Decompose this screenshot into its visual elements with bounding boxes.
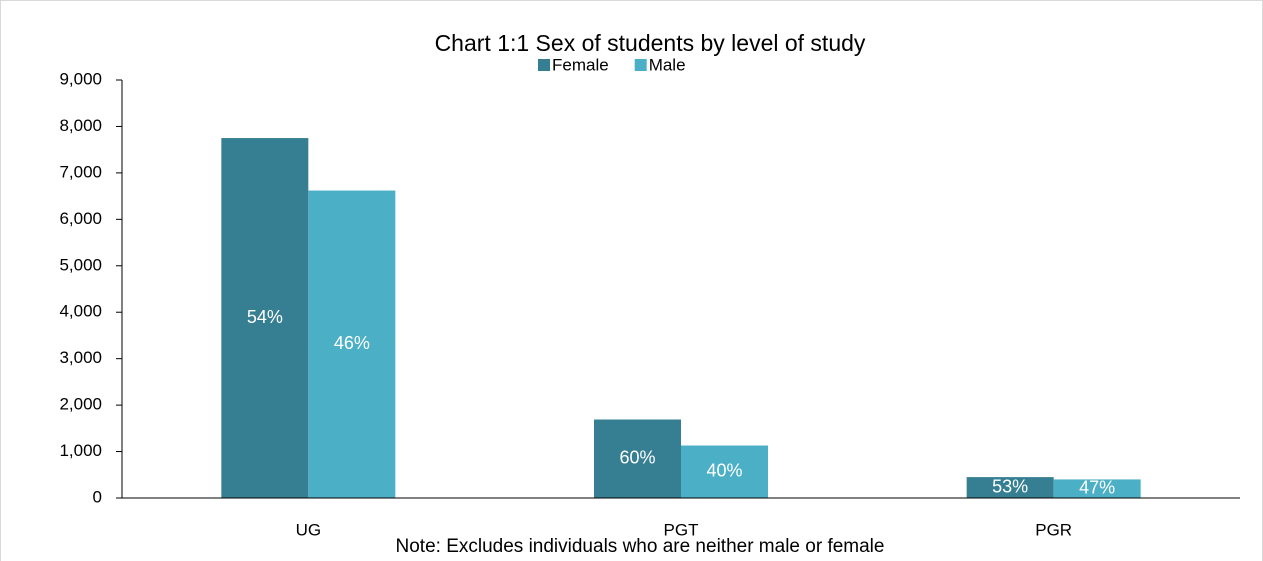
chart-title: Chart 1:1 Sex of students by level of st… — [435, 30, 866, 56]
y-tick-label: 3,000 — [59, 348, 102, 367]
legend-label: Female — [552, 55, 609, 74]
bar — [308, 190, 396, 498]
y-tick-label: 5,000 — [59, 255, 102, 274]
y-tick-label: 4,000 — [59, 302, 102, 321]
y-tick-label: 0 — [93, 487, 102, 506]
data-label: 40% — [706, 461, 742, 481]
y-tick-label: 1,000 — [59, 441, 102, 460]
data-label: 53% — [992, 476, 1028, 496]
y-tick-label: 9,000 — [59, 69, 102, 88]
bar — [221, 138, 309, 499]
x-tick-label: PGR — [1035, 520, 1072, 539]
bar — [1053, 479, 1141, 498]
legend-swatch — [538, 59, 550, 71]
data-label: 60% — [619, 448, 655, 468]
bar — [594, 419, 681, 498]
x-tick-label: UG — [296, 520, 322, 539]
legend-swatch — [634, 59, 647, 71]
y-tick-label: 8,000 — [59, 116, 102, 135]
legend-label: Male — [649, 55, 686, 74]
data-label: 46% — [334, 333, 370, 353]
y-tick-label: 7,000 — [59, 162, 102, 181]
chart-note: Note: Excludes individuals who are neith… — [396, 536, 885, 557]
bar — [681, 445, 768, 498]
data-label: 54% — [247, 307, 283, 327]
data-label: 47% — [1079, 477, 1115, 497]
bar — [966, 477, 1054, 498]
y-tick-label: 6,000 — [59, 209, 102, 228]
x-tick-label: PGT — [664, 520, 699, 539]
y-tick-label: 2,000 — [59, 395, 102, 414]
